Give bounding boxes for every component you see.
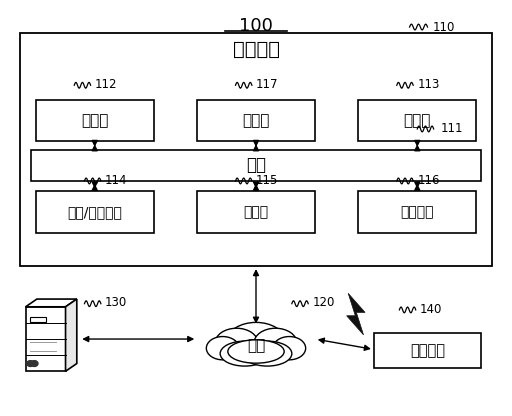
Ellipse shape: [273, 337, 306, 360]
Polygon shape: [347, 293, 365, 335]
Text: 115: 115: [256, 173, 279, 187]
Ellipse shape: [228, 340, 284, 363]
Bar: [36, 191, 154, 233]
Text: 显示器: 显示器: [243, 205, 269, 219]
Circle shape: [31, 361, 38, 366]
Text: 物理键: 物理键: [242, 113, 270, 128]
Ellipse shape: [228, 322, 284, 357]
Text: 140: 140: [420, 302, 442, 316]
Bar: [197, 100, 315, 141]
Text: 113: 113: [417, 78, 440, 91]
Polygon shape: [26, 299, 77, 307]
Text: 电子设备: 电子设备: [410, 343, 445, 358]
Ellipse shape: [220, 341, 269, 366]
Bar: [358, 191, 476, 233]
Text: 输入/输出模块: 输入/输出模块: [67, 205, 122, 219]
Text: 130: 130: [105, 296, 127, 310]
Bar: [374, 333, 481, 368]
Text: 114: 114: [105, 173, 127, 187]
Polygon shape: [66, 299, 77, 371]
Bar: [30, 317, 46, 322]
Text: 117: 117: [256, 78, 279, 91]
Text: 处理器: 处理器: [81, 113, 109, 128]
Text: 存储器: 存储器: [403, 113, 431, 128]
Text: 电子设备: 电子设备: [232, 40, 280, 59]
Text: 116: 116: [417, 173, 440, 187]
Bar: [31, 150, 481, 181]
Text: 网络: 网络: [247, 338, 265, 353]
Ellipse shape: [243, 341, 292, 366]
Text: 总线: 总线: [246, 156, 266, 174]
Bar: [20, 33, 492, 266]
Bar: [26, 307, 66, 371]
Text: 通信模块: 通信模块: [400, 205, 434, 219]
Text: 111: 111: [440, 121, 463, 135]
Text: 120: 120: [312, 296, 335, 310]
Bar: [358, 100, 476, 141]
Circle shape: [27, 361, 34, 366]
Bar: [36, 100, 154, 141]
Text: 100: 100: [239, 17, 273, 35]
Text: 112: 112: [95, 78, 117, 91]
Bar: [197, 191, 315, 233]
Ellipse shape: [215, 328, 258, 358]
Ellipse shape: [206, 337, 239, 360]
Text: 110: 110: [433, 20, 455, 34]
Ellipse shape: [254, 328, 297, 358]
